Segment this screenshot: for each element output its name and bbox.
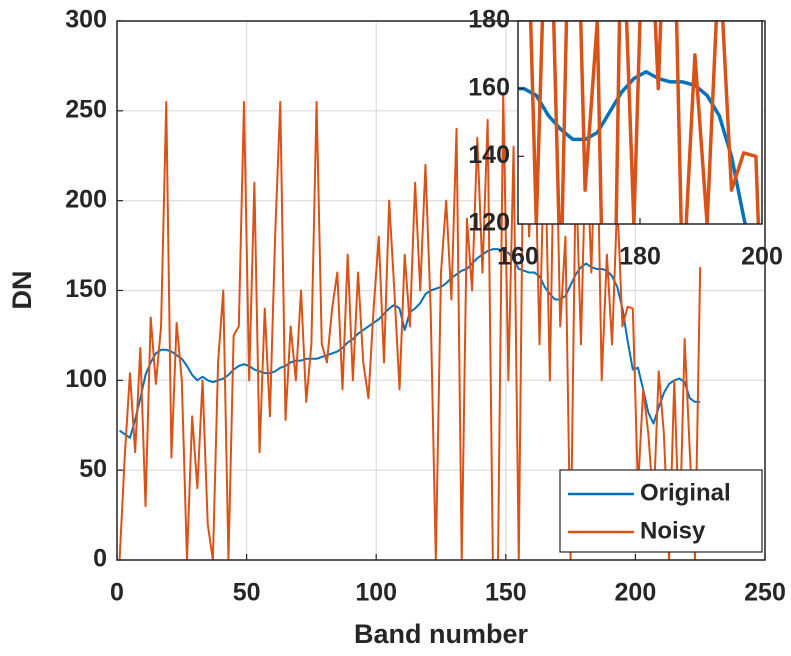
- series-line: [119, 248, 701, 439]
- legend-label: Original: [640, 479, 731, 506]
- y-axis-label: DN: [7, 271, 37, 310]
- plot-area: [118, 73, 702, 560]
- y-tick-label: 0: [93, 545, 107, 573]
- y-tick-label: 180: [468, 6, 510, 34]
- series-line: [518, 70, 748, 224]
- y-tick-label: 150: [65, 275, 107, 303]
- x-tick-label: 200: [741, 243, 783, 271]
- x-axis-label: Band number: [354, 619, 529, 649]
- y-tick-label: 50: [79, 455, 107, 483]
- series-line: [118, 73, 702, 560]
- legend-label: Noisy: [640, 517, 706, 544]
- ticks: 0 50 100 150 200 250 0 50 100 150 200 250 300: [65, 6, 786, 607]
- y-tick-label: 100: [65, 365, 107, 393]
- legend-box: [559, 469, 763, 553]
- x-tick-label: 160: [497, 243, 539, 271]
- y-tick-label: 140: [468, 141, 510, 169]
- legend: Original Noisy: [559, 469, 763, 553]
- x-tick-label: 100: [355, 579, 397, 607]
- x-tick-label: 180: [619, 243, 661, 271]
- inset-ticks: 160 180 200 120 140 160 180: [468, 6, 783, 271]
- series-line: [528, 21, 761, 224]
- x-tick-label: 50: [233, 579, 261, 607]
- y-tick-label: 200: [65, 185, 107, 213]
- y-tick-label: 300: [65, 6, 107, 34]
- y-tick-label: 250: [65, 95, 107, 123]
- inset-plot-area: [518, 21, 761, 224]
- x-tick-label: 0: [110, 579, 124, 607]
- x-tick-label: 150: [485, 579, 527, 607]
- x-tick-label: 200: [615, 579, 657, 607]
- y-tick-label: 160: [468, 73, 510, 101]
- y-tick-label: 120: [468, 209, 510, 237]
- x-tick-label: 250: [744, 579, 786, 607]
